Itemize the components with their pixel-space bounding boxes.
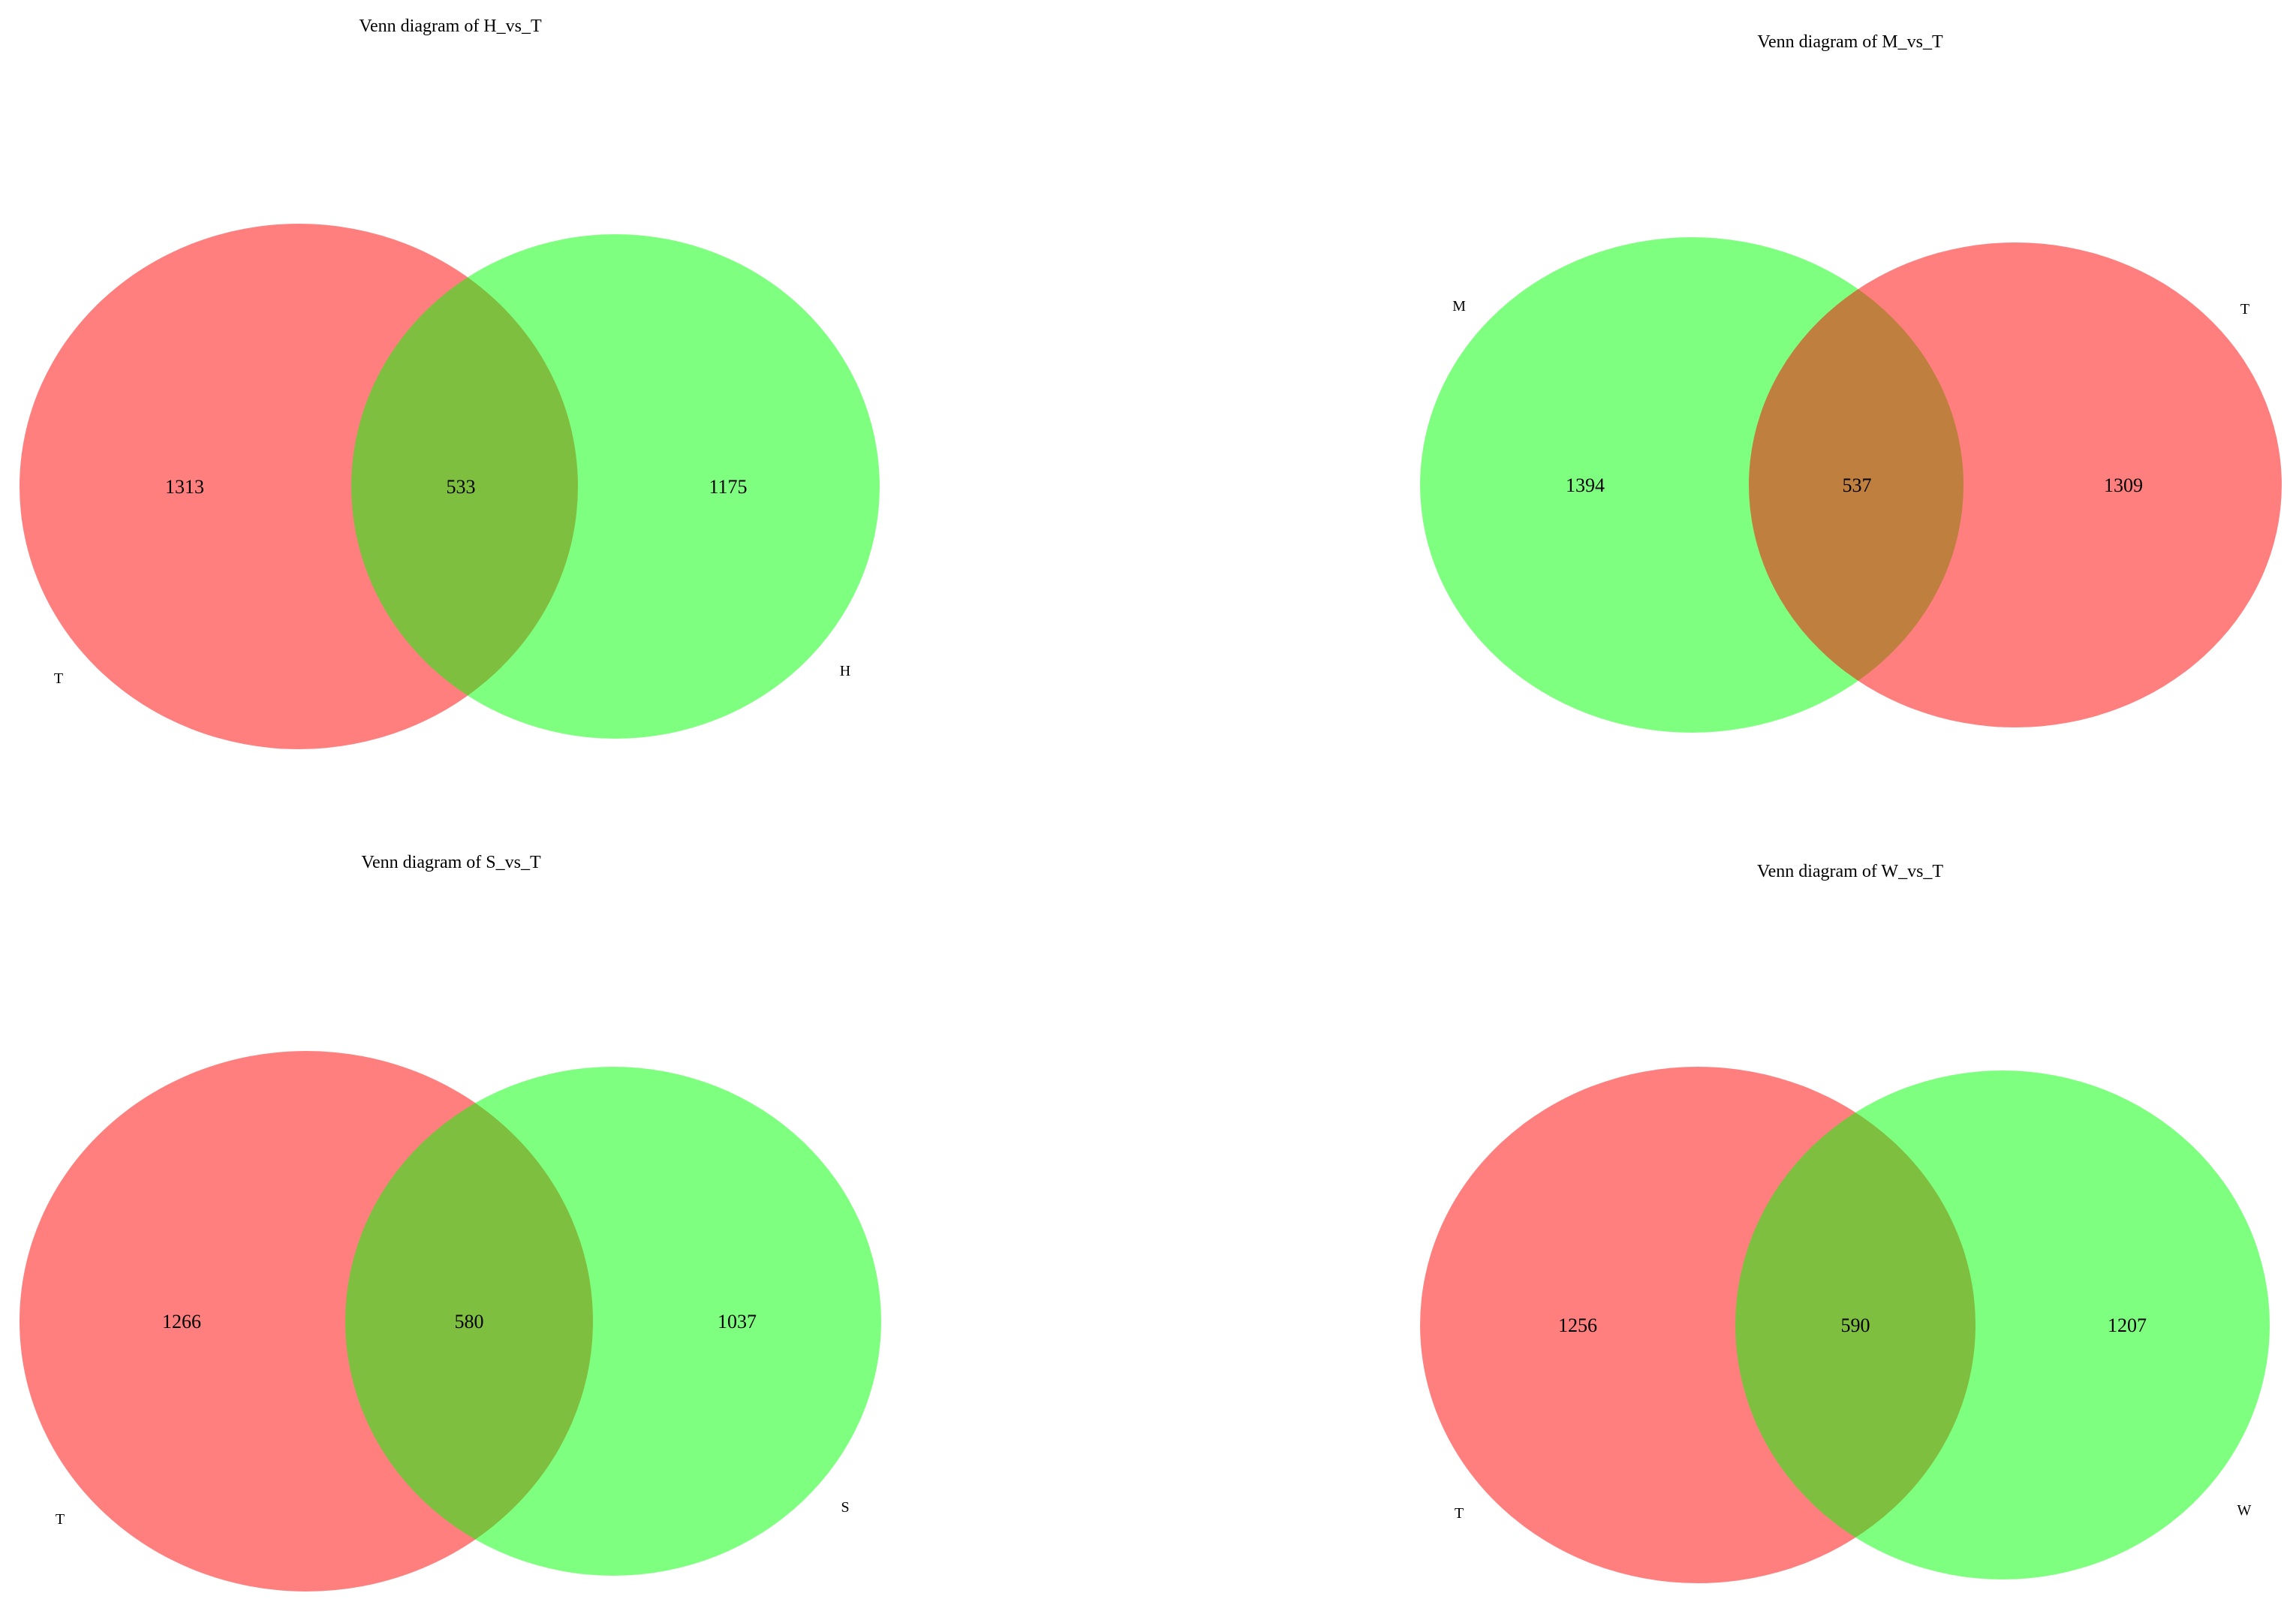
venn-panel-w-vs-t: Venn diagram of W_vs_T 1256 590 1207 T W [1420, 862, 2270, 1583]
left-set-label: T [54, 670, 63, 687]
intersection-count: 590 [1841, 1314, 1870, 1336]
right-only-count: 1309 [2104, 474, 2143, 496]
panel-title: Venn diagram of S_vs_T [361, 853, 541, 872]
intersection-count: 537 [1843, 474, 1872, 496]
right-set-circle [345, 1067, 881, 1576]
right-set-label: H [840, 663, 850, 679]
right-only-count: 1175 [709, 476, 747, 498]
right-set-label: T [2240, 301, 2249, 318]
left-set-label: M [1452, 298, 1466, 315]
panel-title: Venn diagram of H_vs_T [359, 17, 542, 36]
right-only-count: 1037 [718, 1311, 757, 1332]
left-only-count: 1266 [162, 1311, 201, 1332]
right-set-label: S [841, 1499, 849, 1516]
right-set-circle [1735, 1070, 2270, 1579]
left-set-label: T [56, 1511, 65, 1528]
left-set-label: T [1455, 1505, 1464, 1522]
right-only-count: 1207 [2108, 1314, 2147, 1336]
venn-panel-h-vs-t: Venn diagram of H_vs_T 1313 533 1175 T H [20, 17, 880, 749]
panel-title: Venn diagram of W_vs_T [1757, 862, 1944, 881]
right-set-circle [351, 234, 880, 739]
left-only-count: 1394 [1566, 474, 1605, 496]
intersection-count: 580 [455, 1311, 484, 1332]
intersection-count: 533 [447, 476, 476, 498]
venn-panel-s-vs-t: Venn diagram of S_vs_T 1266 580 1037 T S [20, 853, 881, 1591]
left-only-count: 1256 [1558, 1314, 1597, 1336]
left-only-count: 1313 [165, 476, 204, 498]
right-set-label: W [2237, 1502, 2252, 1519]
right-set-circle [1749, 242, 2282, 727]
venn-panel-m-vs-t: Venn diagram of M_vs_T 1394 537 1309 M T [1420, 32, 2282, 733]
panel-title: Venn diagram of M_vs_T [1757, 32, 1943, 52]
